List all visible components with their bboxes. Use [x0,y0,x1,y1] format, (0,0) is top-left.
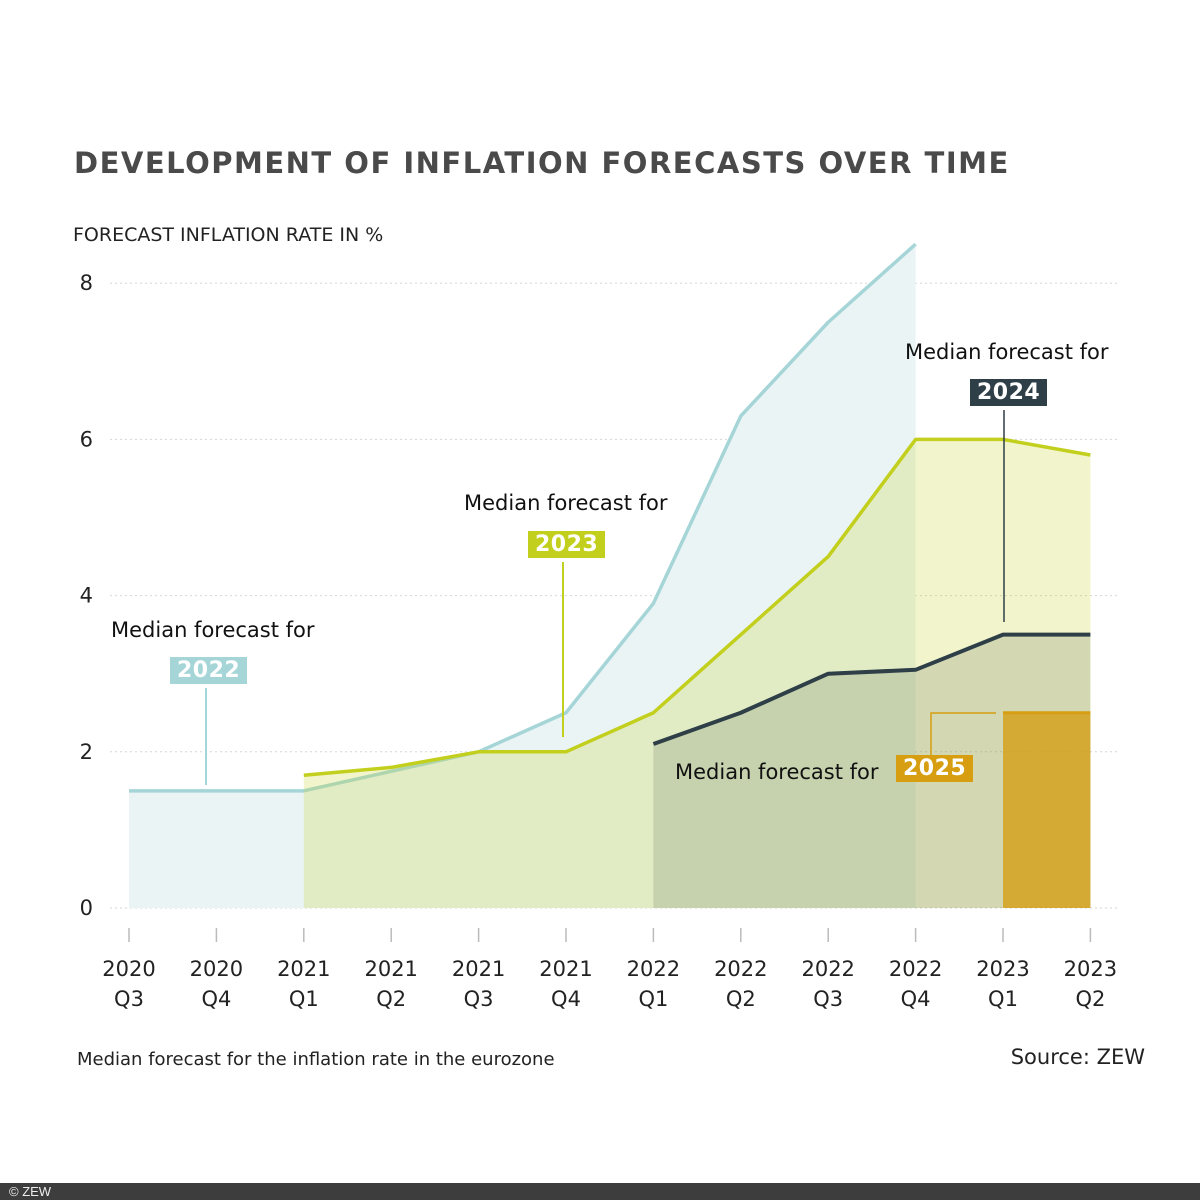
chart-title: DEVELOPMENT OF INFLATION FORECASTS OVER … [74,146,1010,180]
x-tick-label-year: 2022 [714,957,767,981]
x-tick-label-year: 2021 [277,957,330,981]
x-tick-label-year: 2020 [190,957,243,981]
x-tick-label-year: 2021 [539,957,592,981]
x-tick-label-quarter: Q4 [901,987,931,1011]
chart-note: Median forecast for the inflation rate i… [77,1049,555,1070]
x-tick-label-year: 2022 [627,957,680,981]
line-2023 [303,437,1091,777]
x-tick-label-year: 2021 [364,957,417,981]
annotation-2022: Median forecast for [111,618,315,642]
tag-2022: 2022 [170,657,248,684]
x-tick-label-quarter: Q1 [638,987,668,1011]
area-2025 [1003,712,1091,908]
y-axis-label: FORECAST INFLATION RATE IN % [73,224,384,246]
line-2022 [129,242,917,793]
x-tick-label-year: 2022 [889,957,942,981]
y-tick-label: 0 [80,896,93,920]
y-tick-label: 4 [80,584,93,608]
x-tick-label-quarter: Q2 [726,987,756,1011]
tag-2023: 2023 [528,531,606,558]
tag-2024: 2024 [970,379,1048,406]
chart-source: Source: ZEW [1010,1045,1145,1069]
area-2023 [303,439,1091,908]
x-tick-label-year: 2020 [102,957,155,981]
x-tick-label-quarter: Q1 [988,987,1018,1011]
y-tick-label: 6 [80,427,93,451]
x-tick-label-quarter: Q3 [464,987,494,1011]
line-2024 [652,632,1091,746]
x-tick-label-quarter: Q1 [289,987,319,1011]
x-tick-label-quarter: Q4 [201,987,231,1011]
tag-2025: 2025 [896,755,974,782]
copyright-footer: © ZEW [0,1183,1200,1200]
x-tick-label-year: 2023 [1064,957,1117,981]
annotation-2023: Median forecast for [464,491,668,515]
x-tick-label-quarter: Q3 [813,987,843,1011]
x-tick-label-year: 2021 [452,957,505,981]
area-2022 [129,244,916,908]
x-tick-label-quarter: Q2 [1075,987,1105,1011]
annotation-2024: Median forecast for [905,340,1109,364]
annotation-2025: Median forecast for [675,760,879,784]
x-tick-label-quarter: Q4 [551,987,581,1011]
leader-2025 [930,712,996,756]
y-tick-label: 2 [80,740,93,764]
x-tick-label-year: 2022 [801,957,854,981]
x-tick-label-quarter: Q3 [114,987,144,1011]
x-tick-label-year: 2023 [976,957,1029,981]
x-tick-label-quarter: Q2 [376,987,406,1011]
y-tick-label: 8 [80,271,93,295]
